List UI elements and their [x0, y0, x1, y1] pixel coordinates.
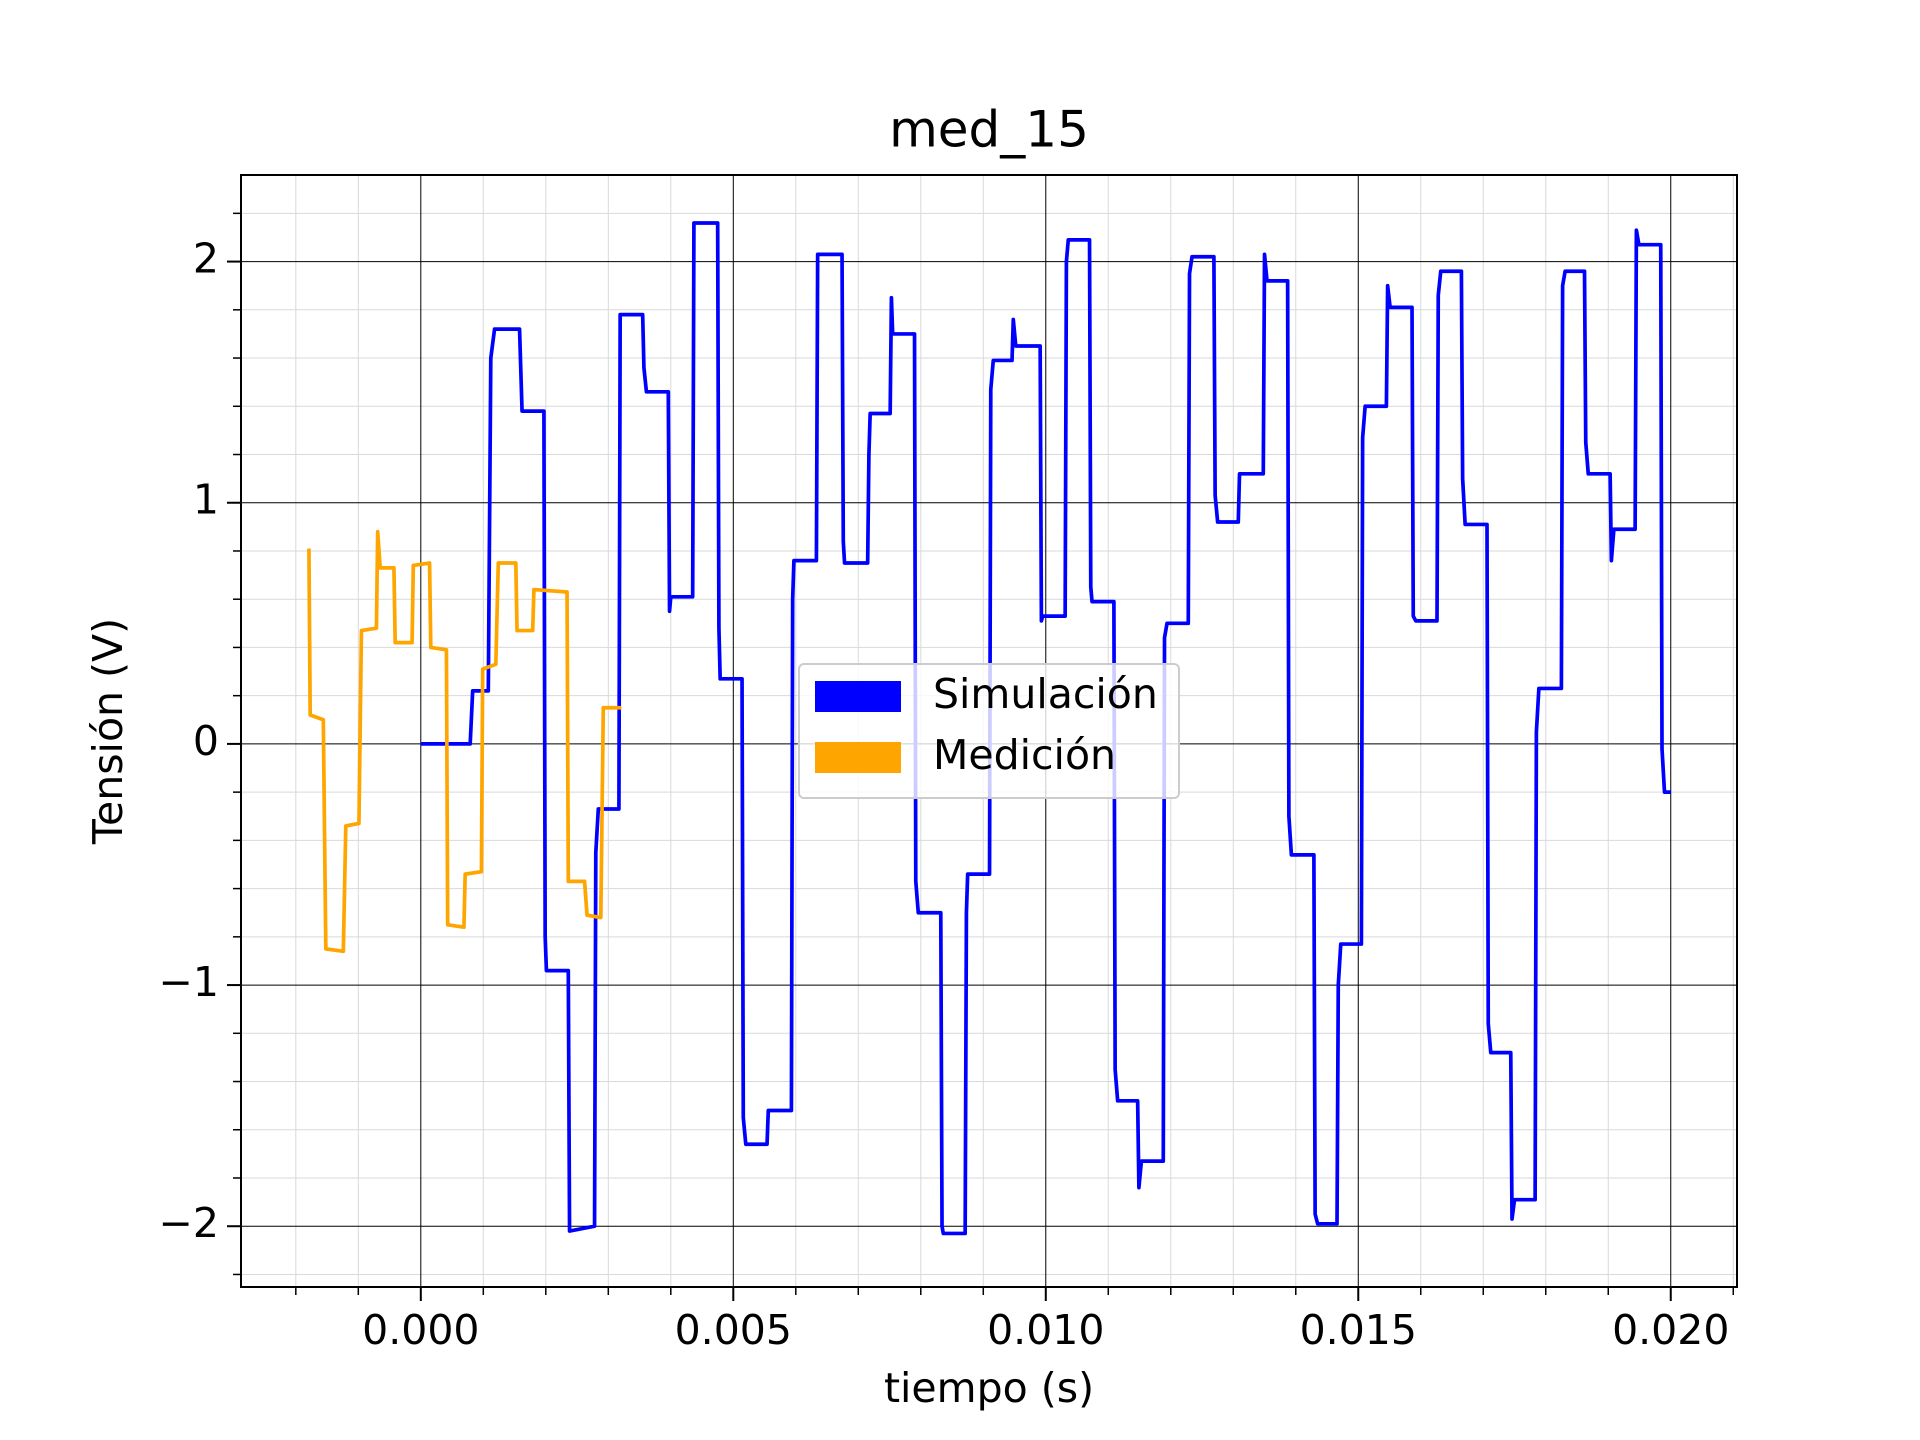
x-tick-label: 0.010 — [987, 1306, 1104, 1354]
plot-frame — [240, 174, 1738, 1288]
legend: Simulación Medición — [798, 663, 1180, 799]
y-axis-label: Tensión (V) — [84, 618, 132, 845]
y-tick-label: 0 — [193, 717, 219, 765]
legend-swatch — [815, 742, 901, 773]
y-tick-label: 2 — [193, 235, 219, 283]
legend-label: Simulación — [933, 670, 1158, 718]
x-tick-label: 0.000 — [362, 1306, 479, 1354]
series-line — [420, 221, 1671, 1236]
x-axis-label: tiempo (s) — [884, 1364, 1094, 1412]
x-tick-label: 0.005 — [675, 1306, 792, 1354]
legend-label: Medición — [933, 731, 1116, 779]
series-line — [307, 529, 622, 954]
y-tick-label: −2 — [159, 1199, 219, 1247]
x-tick-label: 0.020 — [1612, 1306, 1729, 1354]
legend-swatch — [815, 681, 901, 712]
x-tick-label: 0.015 — [1300, 1306, 1417, 1354]
y-tick-label: 1 — [193, 476, 219, 524]
y-tick-label: −1 — [159, 958, 219, 1006]
chart-title: med_15 — [889, 101, 1089, 159]
